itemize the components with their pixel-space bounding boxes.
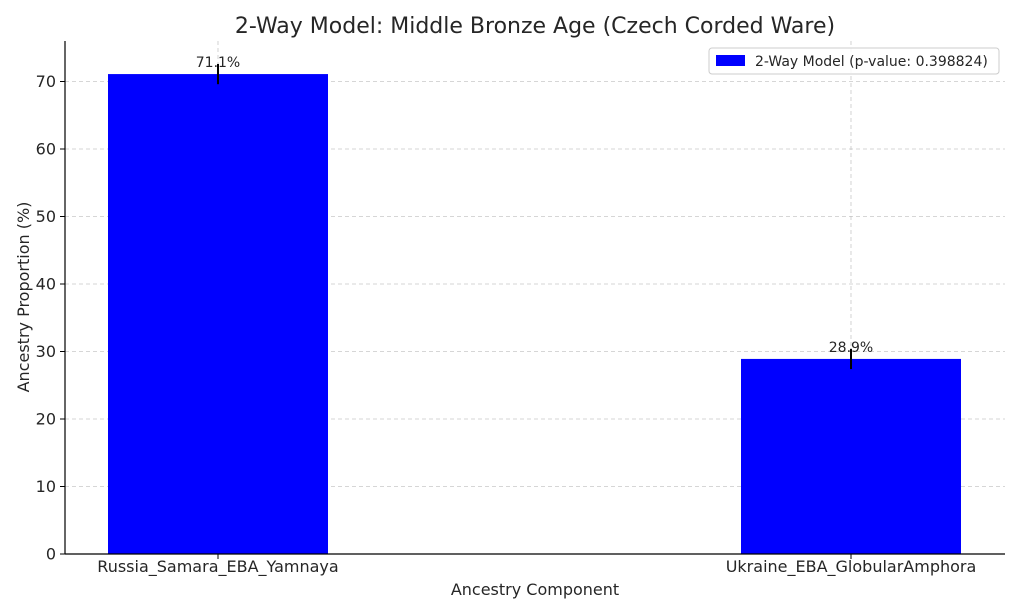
data-label: 28.9% — [829, 340, 873, 356]
data-labels: 71.1% 28.9% — [196, 55, 873, 356]
x-tick-label: Ukraine_EBA_GlobularAmphora — [726, 557, 977, 577]
legend: 2-Way Model (p-value: 0.398824) — [708, 47, 1000, 75]
legend-entry: 2-Way Model (p-value: 0.398824) — [755, 54, 988, 70]
y-tick-label: 70 — [36, 72, 56, 91]
y-tick-label: 50 — [36, 207, 56, 226]
bar — [108, 74, 328, 554]
y-tick-label: 0 — [46, 545, 56, 564]
x-ticks: Russia_Samara_EBA_Yamnaya Ukraine_EBA_Glo… — [97, 554, 976, 577]
x-axis-label: Ancestry Component — [451, 580, 619, 599]
legend-box — [708, 47, 1000, 75]
bars — [108, 74, 961, 554]
y-axis-label: Ancestry Proportion (%) — [14, 202, 33, 393]
y-ticks: 0 10 20 30 40 50 60 70 — [36, 72, 65, 564]
y-tick-label: 60 — [36, 140, 56, 159]
bar — [741, 358, 961, 554]
y-tick-label: 40 — [36, 275, 56, 294]
legend-swatch — [716, 55, 745, 66]
y-tick-label: 20 — [36, 410, 56, 429]
y-tick-label: 10 — [36, 477, 56, 496]
data-label: 71.1% — [196, 55, 240, 71]
chart-title: 2-Way Model: Middle Bronze Age (Czech Co… — [235, 14, 835, 39]
axes — [64, 41, 1005, 555]
x-tick-label: Russia_Samara_EBA_Yamnaya — [97, 557, 338, 577]
error-bars — [217, 63, 852, 370]
y-tick-label: 30 — [36, 342, 56, 361]
